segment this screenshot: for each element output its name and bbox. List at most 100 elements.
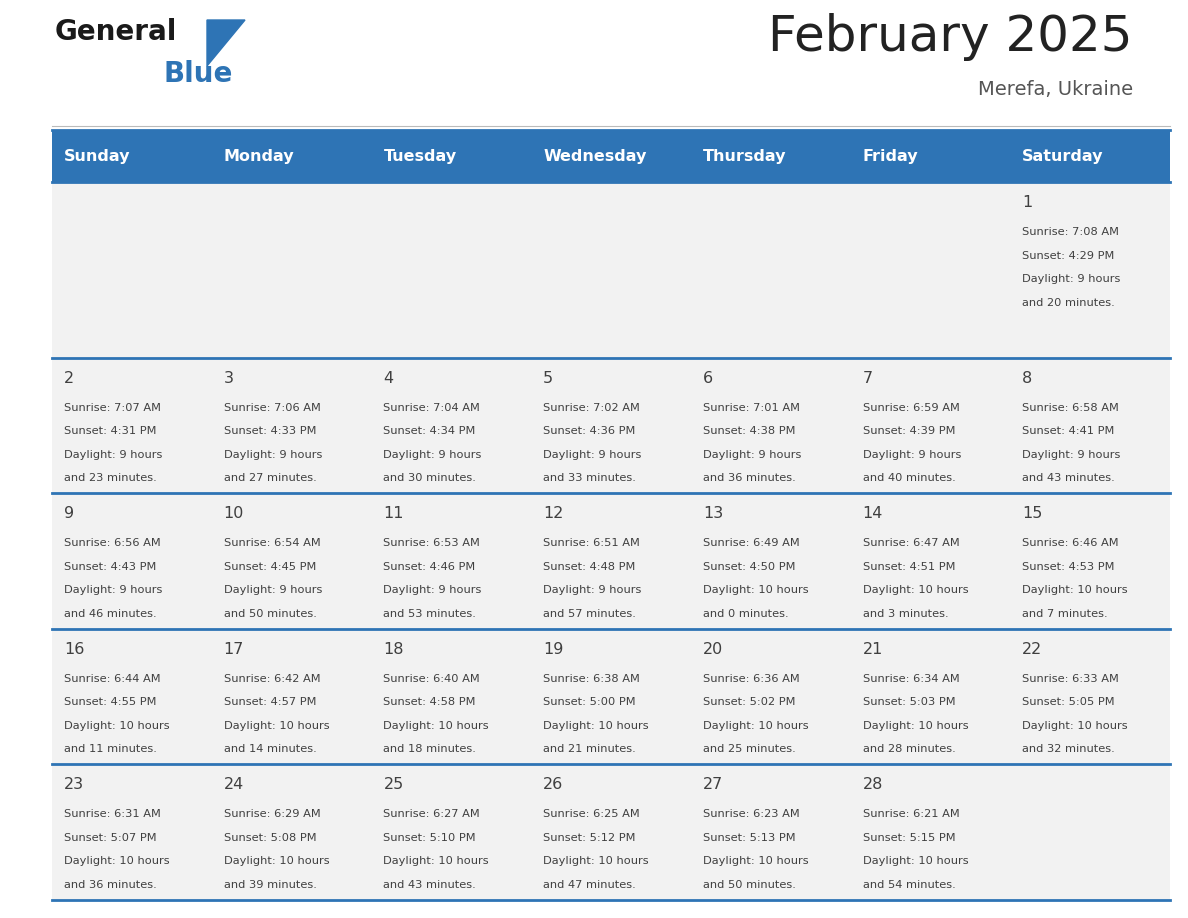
Text: and 53 minutes.: and 53 minutes. xyxy=(384,609,476,619)
Text: Sunrise: 6:51 AM: Sunrise: 6:51 AM xyxy=(543,539,640,548)
Text: Sunrise: 6:27 AM: Sunrise: 6:27 AM xyxy=(384,810,480,820)
Bar xyxy=(851,629,1010,765)
Text: 10: 10 xyxy=(223,507,244,521)
Text: and 54 minutes.: and 54 minutes. xyxy=(862,880,955,890)
Text: Sunset: 5:02 PM: Sunset: 5:02 PM xyxy=(703,698,795,708)
Bar xyxy=(531,182,691,358)
Bar xyxy=(691,182,851,358)
Text: Sunrise: 6:47 AM: Sunrise: 6:47 AM xyxy=(862,539,960,548)
Text: and 7 minutes.: and 7 minutes. xyxy=(1023,609,1108,619)
Text: Sunrise: 6:29 AM: Sunrise: 6:29 AM xyxy=(223,810,321,820)
Text: Sunrise: 6:49 AM: Sunrise: 6:49 AM xyxy=(703,539,800,548)
Bar xyxy=(691,629,851,765)
Text: and 14 minutes.: and 14 minutes. xyxy=(223,744,316,755)
Text: Sunrise: 6:58 AM: Sunrise: 6:58 AM xyxy=(1023,403,1119,413)
Text: and 18 minutes.: and 18 minutes. xyxy=(384,744,476,755)
Text: 9: 9 xyxy=(64,507,74,521)
Bar xyxy=(372,765,531,900)
Text: and 43 minutes.: and 43 minutes. xyxy=(1023,474,1116,484)
Text: Sunrise: 6:54 AM: Sunrise: 6:54 AM xyxy=(223,539,321,548)
Bar xyxy=(1010,629,1170,765)
Text: Tuesday: Tuesday xyxy=(384,149,456,163)
Bar xyxy=(211,358,372,494)
Bar xyxy=(52,130,1170,182)
Bar xyxy=(851,765,1010,900)
Text: Sunrise: 6:40 AM: Sunrise: 6:40 AM xyxy=(384,674,480,684)
Text: Sunrise: 6:31 AM: Sunrise: 6:31 AM xyxy=(64,810,160,820)
Text: Daylight: 10 hours: Daylight: 10 hours xyxy=(703,586,809,596)
Text: 16: 16 xyxy=(64,642,84,657)
Bar xyxy=(372,629,531,765)
Text: Sunrise: 6:33 AM: Sunrise: 6:33 AM xyxy=(1023,674,1119,684)
Text: 26: 26 xyxy=(543,778,563,792)
Text: Sunset: 4:50 PM: Sunset: 4:50 PM xyxy=(703,562,795,572)
Bar xyxy=(1010,494,1170,629)
Text: Daylight: 10 hours: Daylight: 10 hours xyxy=(703,856,809,867)
Text: Daylight: 9 hours: Daylight: 9 hours xyxy=(384,450,482,460)
Text: 21: 21 xyxy=(862,642,883,657)
Text: Sunrise: 6:23 AM: Sunrise: 6:23 AM xyxy=(703,810,800,820)
Text: Daylight: 9 hours: Daylight: 9 hours xyxy=(64,450,163,460)
Text: Sunset: 4:57 PM: Sunset: 4:57 PM xyxy=(223,698,316,708)
Text: and 57 minutes.: and 57 minutes. xyxy=(543,609,636,619)
Text: and 11 minutes.: and 11 minutes. xyxy=(64,744,157,755)
Text: Sunrise: 6:34 AM: Sunrise: 6:34 AM xyxy=(862,674,960,684)
Text: Daylight: 10 hours: Daylight: 10 hours xyxy=(384,856,489,867)
Bar xyxy=(691,765,851,900)
Text: Sunrise: 7:01 AM: Sunrise: 7:01 AM xyxy=(703,403,800,413)
Text: Sunset: 4:51 PM: Sunset: 4:51 PM xyxy=(862,562,955,572)
Bar xyxy=(851,494,1010,629)
Bar xyxy=(1010,358,1170,494)
Text: Sunset: 4:33 PM: Sunset: 4:33 PM xyxy=(223,426,316,436)
Bar xyxy=(372,358,531,494)
Bar xyxy=(851,182,1010,358)
Text: Sunrise: 6:53 AM: Sunrise: 6:53 AM xyxy=(384,539,480,548)
Text: 12: 12 xyxy=(543,507,563,521)
Bar xyxy=(691,494,851,629)
Text: and 21 minutes.: and 21 minutes. xyxy=(543,744,636,755)
Text: and 0 minutes.: and 0 minutes. xyxy=(703,609,789,619)
Text: Sunset: 4:41 PM: Sunset: 4:41 PM xyxy=(1023,426,1114,436)
Bar xyxy=(1010,765,1170,900)
Text: Sunset: 5:08 PM: Sunset: 5:08 PM xyxy=(223,833,316,843)
Text: Sunset: 4:34 PM: Sunset: 4:34 PM xyxy=(384,426,476,436)
Text: Saturday: Saturday xyxy=(1023,149,1104,163)
Text: Sunday: Sunday xyxy=(64,149,131,163)
Text: Daylight: 10 hours: Daylight: 10 hours xyxy=(223,856,329,867)
Bar xyxy=(851,358,1010,494)
Text: Sunset: 5:05 PM: Sunset: 5:05 PM xyxy=(1023,698,1114,708)
Text: Sunset: 5:00 PM: Sunset: 5:00 PM xyxy=(543,698,636,708)
Text: 27: 27 xyxy=(703,778,723,792)
Text: Daylight: 9 hours: Daylight: 9 hours xyxy=(64,586,163,596)
Polygon shape xyxy=(207,20,245,66)
Text: Friday: Friday xyxy=(862,149,918,163)
Text: Sunset: 4:55 PM: Sunset: 4:55 PM xyxy=(64,698,157,708)
Text: 8: 8 xyxy=(1023,371,1032,386)
Text: 5: 5 xyxy=(543,371,554,386)
Text: Daylight: 10 hours: Daylight: 10 hours xyxy=(862,586,968,596)
Text: Sunset: 4:38 PM: Sunset: 4:38 PM xyxy=(703,426,795,436)
Text: 14: 14 xyxy=(862,507,883,521)
Text: Daylight: 10 hours: Daylight: 10 hours xyxy=(64,721,170,731)
Text: and 36 minutes.: and 36 minutes. xyxy=(703,474,796,484)
Text: 20: 20 xyxy=(703,642,723,657)
Text: and 39 minutes.: and 39 minutes. xyxy=(223,880,316,890)
Text: Sunset: 4:29 PM: Sunset: 4:29 PM xyxy=(1023,251,1114,261)
Text: Thursday: Thursday xyxy=(703,149,786,163)
Text: Merefa, Ukraine: Merefa, Ukraine xyxy=(978,80,1133,99)
Text: and 33 minutes.: and 33 minutes. xyxy=(543,474,636,484)
Text: and 40 minutes.: and 40 minutes. xyxy=(862,474,955,484)
Text: Sunset: 4:46 PM: Sunset: 4:46 PM xyxy=(384,562,475,572)
Text: Sunrise: 6:44 AM: Sunrise: 6:44 AM xyxy=(64,674,160,684)
Text: 2: 2 xyxy=(64,371,74,386)
Bar xyxy=(52,358,211,494)
Text: Daylight: 9 hours: Daylight: 9 hours xyxy=(862,450,961,460)
Text: Monday: Monday xyxy=(223,149,295,163)
Text: 22: 22 xyxy=(1023,642,1043,657)
Text: Sunrise: 6:21 AM: Sunrise: 6:21 AM xyxy=(862,810,960,820)
Text: and 50 minutes.: and 50 minutes. xyxy=(223,609,316,619)
Text: General: General xyxy=(55,18,177,46)
Text: Sunrise: 6:38 AM: Sunrise: 6:38 AM xyxy=(543,674,640,684)
Text: Sunset: 5:15 PM: Sunset: 5:15 PM xyxy=(862,833,955,843)
Text: and 46 minutes.: and 46 minutes. xyxy=(64,609,157,619)
